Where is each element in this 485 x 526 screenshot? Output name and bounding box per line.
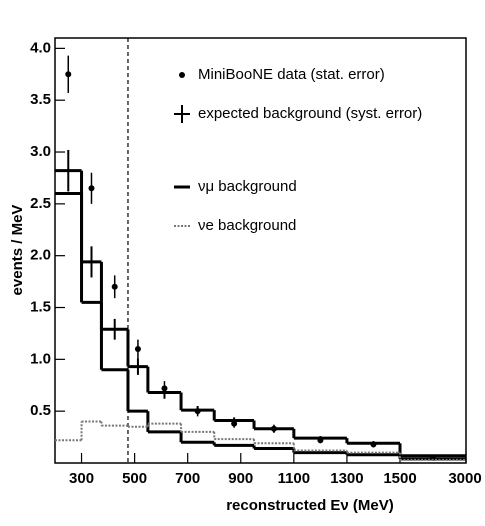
y-tick-label: 2.0 bbox=[30, 247, 51, 264]
data-point bbox=[134, 345, 141, 352]
data-point bbox=[65, 71, 72, 78]
legend-label: νμ background bbox=[198, 178, 297, 195]
x-tick-label: 900 bbox=[228, 470, 253, 487]
plot-frame bbox=[54, 37, 467, 464]
y-tick-label: 4.0 bbox=[30, 39, 51, 56]
data-point bbox=[88, 185, 95, 192]
data-point bbox=[111, 283, 118, 290]
y-tick-label: 1.0 bbox=[30, 350, 51, 367]
x-tick-label: 300 bbox=[69, 470, 94, 487]
legend-label: MiniBooNE data (stat. error) bbox=[198, 66, 385, 83]
legend-label: νe background bbox=[198, 217, 296, 234]
x-tick-label: 1300 bbox=[330, 470, 363, 487]
y-tick-label: 3.0 bbox=[30, 143, 51, 160]
x-tick-label: 3000 bbox=[448, 470, 481, 487]
legend-marker bbox=[179, 72, 185, 78]
x-tick-label: 1500 bbox=[383, 470, 416, 487]
x-tick-label: 700 bbox=[175, 470, 200, 487]
y-tick-label: 1.5 bbox=[30, 298, 51, 315]
y-axis-label: events / MeV bbox=[9, 205, 26, 296]
x-axis-label: reconstructed Eν (MeV) bbox=[226, 497, 394, 514]
x-tick-label: 1100 bbox=[278, 470, 311, 487]
legend-label: expected background (syst. error) bbox=[198, 105, 422, 122]
y-tick-label: 3.5 bbox=[30, 91, 51, 108]
y-tick-label: 0.5 bbox=[30, 402, 51, 419]
x-tick-label: 500 bbox=[122, 470, 147, 487]
y-tick-label: 2.5 bbox=[30, 195, 51, 212]
